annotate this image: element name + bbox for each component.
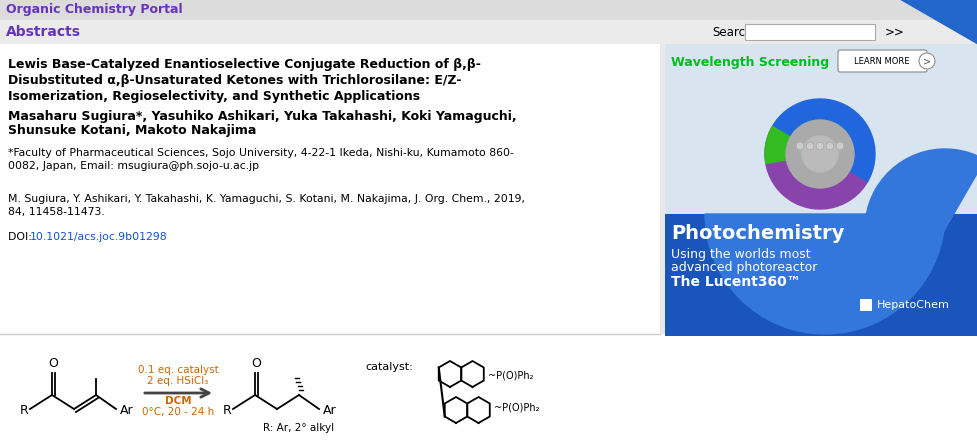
Text: Organic Chemistry Portal: Organic Chemistry Portal	[6, 4, 183, 16]
Circle shape	[918, 53, 934, 69]
FancyBboxPatch shape	[0, 334, 977, 442]
Text: Photochemistry: Photochemistry	[670, 224, 843, 243]
FancyBboxPatch shape	[859, 299, 871, 311]
Text: DCM: DCM	[164, 396, 191, 406]
Wedge shape	[704, 214, 944, 334]
FancyBboxPatch shape	[0, 20, 977, 44]
Text: *Faculty of Pharmaceutical Sciences, Sojo University, 4-22-1 Ikeda, Nishi-ku, Ku: *Faculty of Pharmaceutical Sciences, Soj…	[8, 148, 513, 158]
Text: Wavelength Screening: Wavelength Screening	[670, 56, 828, 69]
Circle shape	[795, 142, 803, 150]
Text: R: R	[20, 404, 28, 418]
Text: >>: >>	[884, 26, 904, 38]
Circle shape	[805, 142, 813, 150]
Circle shape	[815, 142, 824, 150]
Circle shape	[826, 142, 833, 150]
Text: 84, 11458-11473.: 84, 11458-11473.	[8, 207, 105, 217]
Text: Shunsuke Kotani, Makoto Nakajima: Shunsuke Kotani, Makoto Nakajima	[8, 124, 256, 137]
Text: M. Sugiura, Y. Ashikari, Y. Takahashi, K. Yamaguchi, S. Kotani, M. Nakajima, J. : M. Sugiura, Y. Ashikari, Y. Takahashi, K…	[8, 194, 525, 204]
Text: Masaharu Sugiura*, Yasuhiko Ashikari, Yuka Takahashi, Koki Yamaguchi,: Masaharu Sugiura*, Yasuhiko Ashikari, Yu…	[8, 110, 516, 123]
Text: >: >	[922, 56, 930, 66]
FancyBboxPatch shape	[664, 44, 977, 214]
Wedge shape	[772, 99, 874, 182]
Text: advanced photoreactor: advanced photoreactor	[670, 261, 817, 274]
Text: 10.1021/acs.joc.9b01298: 10.1021/acs.joc.9b01298	[30, 232, 167, 242]
Wedge shape	[764, 126, 819, 164]
FancyBboxPatch shape	[837, 50, 926, 72]
Text: R: Ar, 2° alkyl: R: Ar, 2° alkyl	[263, 423, 334, 433]
Wedge shape	[764, 126, 867, 209]
Text: Ar: Ar	[322, 404, 336, 418]
Text: catalyst:: catalyst:	[364, 362, 412, 372]
Wedge shape	[865, 0, 977, 44]
Text: ~P(O)Ph₂: ~P(O)Ph₂	[493, 403, 538, 413]
Text: ~P(O)Ph₂: ~P(O)Ph₂	[487, 371, 532, 381]
FancyBboxPatch shape	[0, 44, 659, 334]
Text: 0082, Japan, Email: msugiura@ph.sojo-u.ac.jp: 0082, Japan, Email: msugiura@ph.sojo-u.a…	[8, 161, 259, 171]
Text: Disubstituted α,β-Unsaturated Ketones with Trichlorosilane: E/Z-: Disubstituted α,β-Unsaturated Ketones wi…	[8, 74, 461, 87]
Wedge shape	[864, 149, 977, 298]
Text: 0°C, 20 - 24 h: 0°C, 20 - 24 h	[142, 407, 214, 417]
Text: O: O	[251, 357, 261, 370]
Text: Abstracts: Abstracts	[6, 25, 81, 39]
Text: 0.1 eq. catalyst: 0.1 eq. catalyst	[138, 365, 218, 375]
FancyBboxPatch shape	[744, 24, 874, 40]
Text: O: O	[48, 357, 58, 370]
Text: 2 eq. HSiCl₃: 2 eq. HSiCl₃	[148, 376, 208, 386]
Text: R: R	[223, 404, 232, 418]
Text: Search:: Search:	[711, 26, 756, 38]
Text: Ar: Ar	[120, 404, 134, 418]
Circle shape	[786, 120, 853, 188]
Text: The Lucent360™: The Lucent360™	[670, 275, 800, 289]
Circle shape	[835, 142, 843, 150]
Text: Isomerization, Regioselectivity, and Synthetic Applications: Isomerization, Regioselectivity, and Syn…	[8, 90, 420, 103]
FancyBboxPatch shape	[0, 0, 977, 20]
Text: DOI:: DOI:	[8, 232, 35, 242]
FancyBboxPatch shape	[664, 214, 977, 336]
Text: Using the worlds most: Using the worlds most	[670, 248, 810, 261]
Text: LEARN MORE: LEARN MORE	[853, 57, 909, 65]
Text: Lewis Base-Catalyzed Enantioselective Conjugate Reduction of β,β-: Lewis Base-Catalyzed Enantioselective Co…	[8, 58, 481, 71]
Text: HepatoChem: HepatoChem	[876, 300, 949, 310]
Circle shape	[801, 136, 837, 172]
